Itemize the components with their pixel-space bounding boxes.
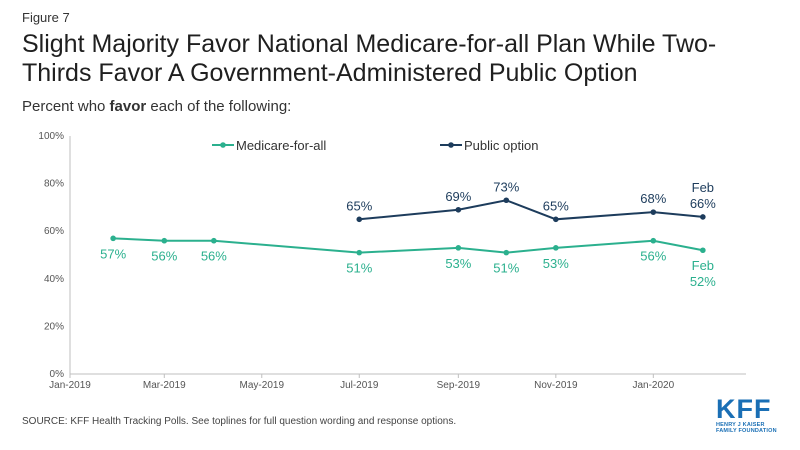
chart-title: Slight Majority Favor National Medicare-…: [22, 30, 717, 87]
data-point: [553, 245, 559, 251]
legend-label: Medicare-for-all: [236, 138, 326, 153]
data-point: [455, 206, 462, 213]
x-tick-label: Mar-2019: [143, 380, 186, 391]
chart-subtitle: Percent who favor each of the following:: [22, 98, 291, 115]
data-point: [211, 237, 217, 244]
subtitle-bold: favor: [109, 98, 147, 115]
y-tick-label: 60%: [44, 226, 64, 237]
y-tick-label: 0%: [50, 369, 65, 380]
kff-logo: KFF HENRY J KAISER FAMILY FOUNDATION: [716, 394, 780, 435]
data-label: 56%: [201, 249, 227, 264]
legend-swatch-marker: [448, 142, 454, 148]
y-tick-label: 80%: [44, 179, 64, 190]
data-label: 51%: [346, 261, 372, 276]
data-label: 53%: [543, 256, 569, 271]
logo-line-2: FAMILY FOUNDATION: [716, 428, 777, 434]
data-point: [553, 216, 559, 223]
data-point: [503, 249, 510, 256]
data-point: [700, 214, 706, 220]
data-label: 65%: [543, 198, 569, 213]
data-point: [110, 235, 116, 242]
x-tick-label: May-2019: [240, 380, 285, 391]
data-label: 73%: [493, 179, 519, 194]
data-point: [650, 237, 657, 244]
data-label: 52%: [690, 274, 716, 289]
figure-label: Figure 7: [22, 10, 70, 25]
logo-line-1: HENRY J KAISER: [716, 422, 765, 428]
y-tick-label: 40%: [44, 274, 64, 285]
logo-wordmark: KFF: [716, 394, 772, 424]
legend-label: Public option: [464, 138, 538, 153]
x-tick-label: Jan-2019: [49, 380, 91, 391]
data-label: 65%: [346, 198, 372, 213]
data-point: [356, 216, 363, 223]
data-label-extra: Feb: [692, 180, 714, 195]
x-tick-label: Jan-2020: [632, 380, 674, 391]
x-tick-label: Nov-2019: [534, 380, 578, 391]
data-point: [161, 237, 168, 244]
data-label: 57%: [100, 246, 126, 261]
source-note: SOURCE: KFF Health Tracking Polls. See t…: [22, 416, 457, 427]
y-tick-label: 100%: [38, 131, 64, 142]
data-point: [356, 249, 363, 256]
data-label: 56%: [640, 249, 666, 264]
data-point: [650, 209, 657, 215]
data-label: 68%: [640, 191, 666, 206]
data-label: 51%: [493, 261, 519, 276]
data-label: 66%: [690, 196, 716, 211]
x-tick-label: Sep-2019: [437, 380, 481, 391]
data-label: 69%: [445, 189, 471, 204]
data-point: [700, 247, 706, 254]
subtitle-post: each of the following:: [146, 98, 292, 115]
x-tick-label: Jul-2019: [340, 380, 379, 391]
data-label: 53%: [445, 256, 471, 271]
data-label: 56%: [151, 249, 177, 264]
series-line-public-option: [359, 199, 703, 221]
subtitle-pre: Percent who: [22, 98, 110, 115]
data-label-extra: Feb: [692, 258, 714, 273]
data-point: [503, 197, 510, 204]
data-point: [455, 245, 462, 251]
legend-swatch-marker: [220, 142, 226, 148]
y-tick-label: 20%: [44, 321, 64, 332]
